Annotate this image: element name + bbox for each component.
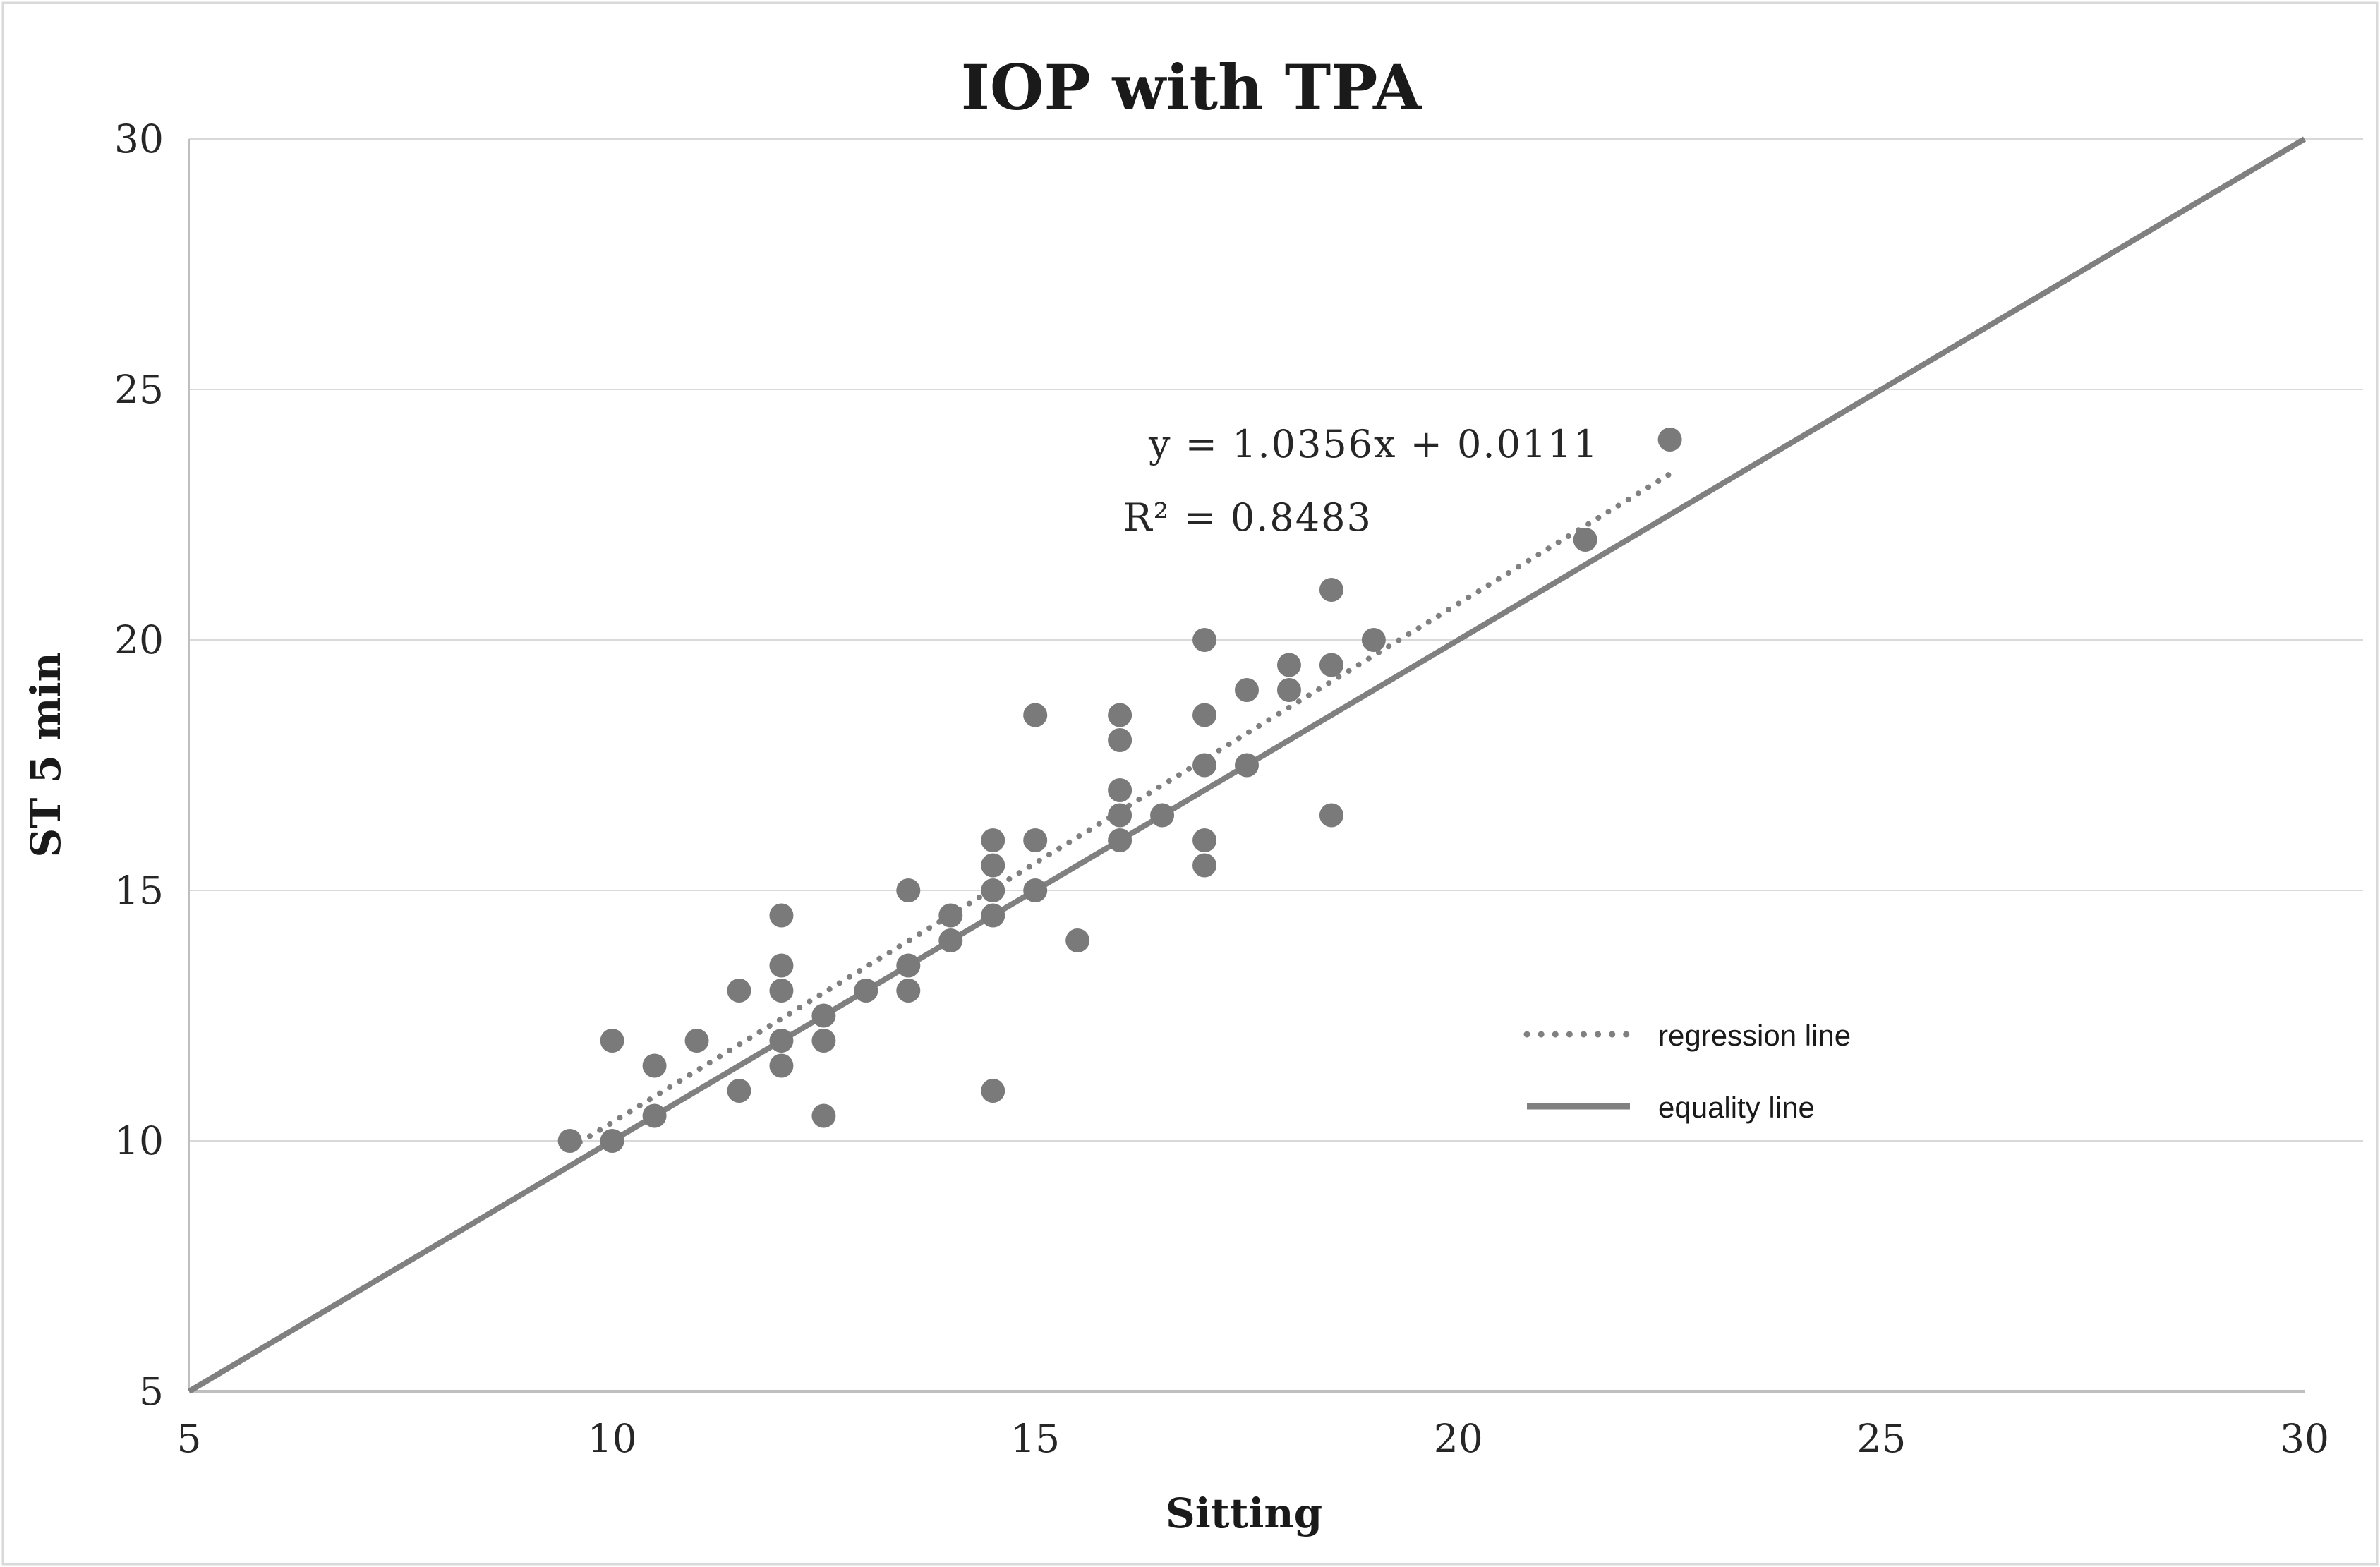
data-point (1276, 678, 1301, 702)
data-point (854, 979, 878, 1003)
r-squared-value: R² = 0.8483 (1123, 495, 1372, 540)
data-point (981, 828, 1005, 852)
y-axis-title: ST 5 min (22, 652, 70, 857)
data-point (896, 979, 921, 1003)
data-point (811, 1003, 836, 1028)
data-point (811, 1103, 836, 1128)
y-tick-label: 15 (114, 868, 164, 913)
axis-lines (188, 139, 2305, 1393)
data-point (642, 1103, 667, 1128)
data-point (1108, 778, 1132, 802)
data-point (1023, 878, 1048, 902)
data-point (1573, 528, 1597, 552)
legend-regression-label: regression line (1658, 1019, 1851, 1052)
y-tick-label: 20 (114, 617, 164, 663)
data-point (769, 903, 794, 928)
data-point (1108, 803, 1132, 828)
data-point (1192, 628, 1217, 652)
data-point (727, 979, 751, 1003)
legend-equality-label: equality line (1658, 1091, 1815, 1124)
x-tick-label: 10 (588, 1416, 637, 1461)
data-point (1065, 928, 1090, 952)
x-tick-labels: 5 10 15 20 25 30 (177, 1416, 2330, 1461)
data-point (1276, 653, 1301, 677)
y-tick-labels: 5 10 15 20 25 30 (114, 116, 164, 1414)
data-point (1108, 728, 1132, 752)
data-point (1108, 703, 1132, 727)
data-point (769, 1053, 794, 1078)
data-point (1150, 803, 1175, 828)
data-point (1235, 678, 1259, 702)
x-tick-label: 25 (1856, 1416, 1906, 1461)
data-point (1319, 803, 1343, 828)
data-point (1023, 828, 1048, 852)
data-point (896, 953, 921, 978)
gridlines (189, 138, 2363, 1142)
data-point (1192, 753, 1217, 778)
data-point (1192, 703, 1217, 727)
x-tick-label: 30 (2280, 1416, 2329, 1461)
data-point (769, 953, 794, 978)
data-point (1192, 828, 1217, 852)
data-point (981, 903, 1005, 928)
scatter-points (557, 428, 1682, 1153)
x-tick-label: 15 (1010, 1416, 1060, 1461)
annotation: y = 1.0356x + 0.0111 R² = 0.8483 (1123, 422, 1599, 540)
data-point (1023, 703, 1048, 727)
legend: regression line equality line (1523, 1019, 1851, 1124)
x-tick-label: 5 (177, 1416, 202, 1461)
data-point (557, 1129, 582, 1153)
data-point (938, 928, 963, 952)
data-point (1192, 853, 1217, 878)
y-tick-label: 25 (114, 367, 164, 412)
data-point (896, 878, 921, 902)
y-tick-label: 30 (114, 116, 164, 162)
data-point (684, 1029, 709, 1053)
y-tick-label: 10 (114, 1118, 164, 1163)
x-axis-title: Sitting (1166, 1489, 1322, 1537)
data-point (642, 1053, 667, 1078)
data-point (1657, 428, 1682, 452)
data-point (981, 1079, 1005, 1103)
data-point (811, 1029, 836, 1053)
data-point (981, 878, 1005, 902)
data-point (938, 903, 963, 928)
regression-equation: y = 1.0356x + 0.0111 (1148, 422, 1599, 466)
data-point (1235, 753, 1259, 778)
data-point (1319, 653, 1343, 677)
data-point (600, 1029, 624, 1053)
y-tick-label: 5 (139, 1369, 164, 1414)
data-point (1319, 578, 1343, 602)
data-point (1108, 828, 1132, 852)
data-point (769, 1029, 794, 1053)
data-point (769, 979, 794, 1003)
chart-title: IOP with TPA (961, 51, 1422, 124)
data-point (981, 853, 1005, 878)
data-point (1361, 628, 1386, 652)
x-tick-label: 20 (1434, 1416, 1483, 1461)
data-point (600, 1129, 624, 1153)
data-point (727, 1079, 751, 1103)
